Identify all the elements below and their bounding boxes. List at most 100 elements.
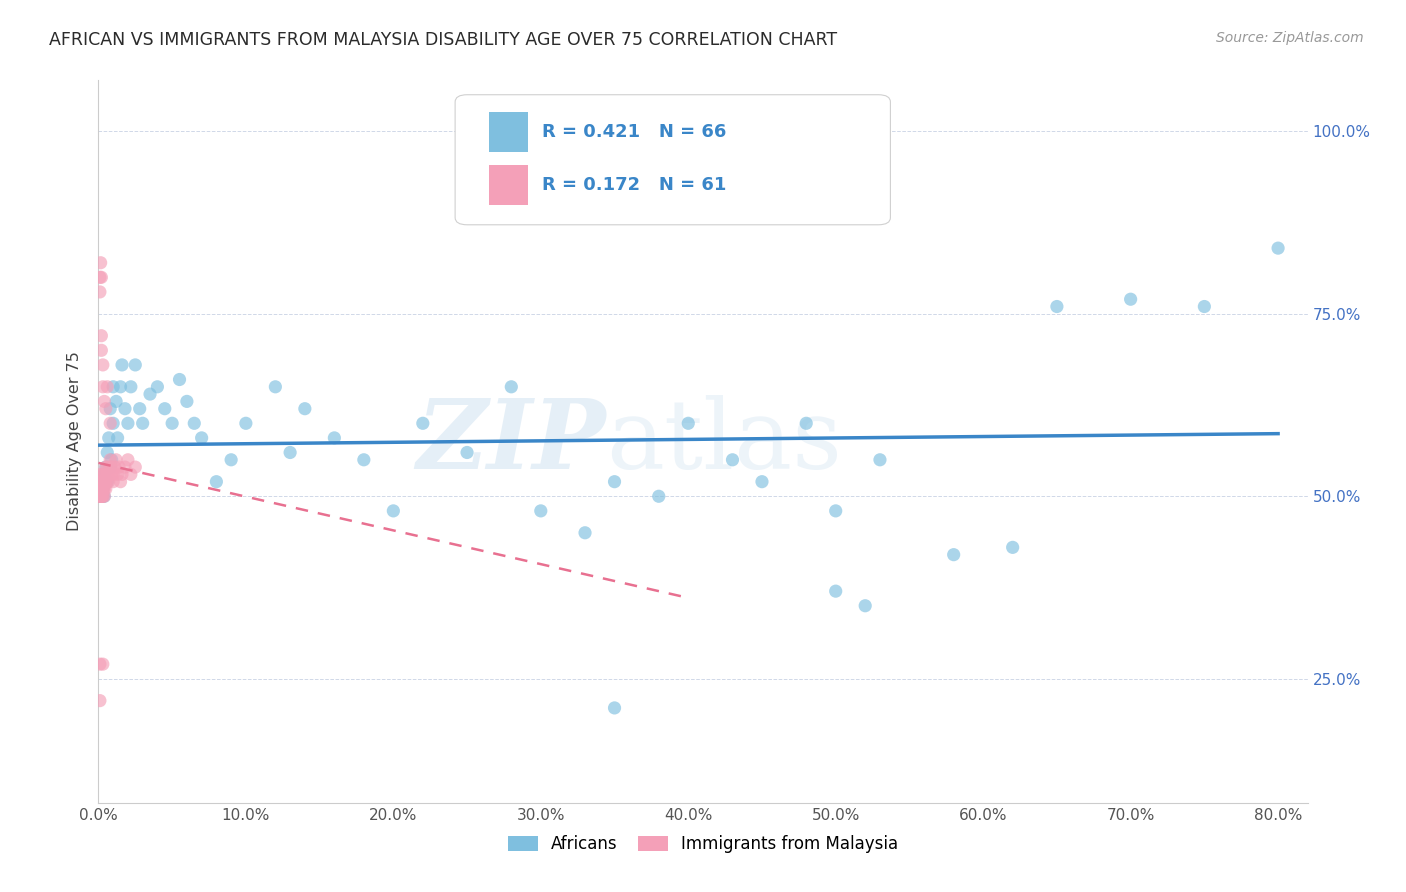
FancyBboxPatch shape <box>456 95 890 225</box>
Point <box>120 467 142 482</box>
Point <box>89 657 111 672</box>
Point <box>1194 300 1216 314</box>
Point <box>94 467 117 482</box>
Point <box>117 417 139 431</box>
Point <box>96 475 118 489</box>
Point <box>124 460 146 475</box>
Point <box>105 452 128 467</box>
Point <box>131 417 153 431</box>
Point <box>96 460 118 475</box>
Point <box>96 445 118 459</box>
Point <box>90 256 112 270</box>
Point <box>93 467 115 482</box>
Point <box>91 482 114 496</box>
Text: AFRICAN VS IMMIGRANTS FROM MALAYSIA DISABILITY AGE OVER 75 CORRELATION CHART: AFRICAN VS IMMIGRANTS FROM MALAYSIA DISA… <box>49 31 838 49</box>
FancyBboxPatch shape <box>489 165 527 205</box>
Point <box>153 401 176 416</box>
Point <box>98 401 121 416</box>
Text: R = 0.172   N = 61: R = 0.172 N = 61 <box>543 176 727 194</box>
Point <box>111 358 134 372</box>
Point <box>90 482 112 496</box>
Point <box>139 387 162 401</box>
Point <box>128 401 150 416</box>
Point <box>90 482 112 496</box>
Point <box>105 394 128 409</box>
Point <box>100 460 122 475</box>
Legend: Africans, Immigrants from Malaysia: Africans, Immigrants from Malaysia <box>501 828 905 860</box>
Point <box>90 489 112 503</box>
Point <box>824 584 846 599</box>
Point <box>89 285 111 299</box>
Point <box>1119 292 1142 306</box>
Point <box>101 467 124 482</box>
Point <box>574 525 596 540</box>
Point <box>530 504 553 518</box>
Point <box>108 460 131 475</box>
Y-axis label: Disability Age Over 75: Disability Age Over 75 <box>67 351 83 532</box>
Point <box>89 467 111 482</box>
Point <box>176 394 198 409</box>
Point <box>91 482 114 496</box>
Point <box>100 452 122 467</box>
Text: Source: ZipAtlas.com: Source: ZipAtlas.com <box>1216 31 1364 45</box>
Point <box>235 417 257 431</box>
Point <box>603 475 626 489</box>
Point <box>91 475 114 489</box>
Point <box>104 460 127 475</box>
Point <box>94 475 117 489</box>
Point <box>101 417 124 431</box>
Point <box>1267 241 1289 255</box>
Point <box>146 380 169 394</box>
Point <box>353 452 375 467</box>
Point <box>111 467 134 482</box>
Point <box>794 417 817 431</box>
Point <box>97 475 120 489</box>
Text: atlas: atlas <box>606 394 842 489</box>
Point <box>91 482 114 496</box>
Point <box>101 380 124 394</box>
Point <box>824 504 846 518</box>
Point <box>91 489 114 503</box>
Point <box>90 475 112 489</box>
Point <box>97 431 120 445</box>
Point <box>98 460 121 475</box>
Point <box>323 431 346 445</box>
Point <box>942 548 965 562</box>
Point <box>530 131 553 145</box>
Point <box>94 475 117 489</box>
Point <box>264 380 287 394</box>
Point <box>90 270 112 285</box>
Point <box>89 489 111 503</box>
Point <box>89 489 111 503</box>
Point <box>501 380 523 394</box>
Point <box>603 701 626 715</box>
Point <box>91 489 114 503</box>
Point <box>96 467 118 482</box>
Point <box>751 475 773 489</box>
Point <box>412 417 434 431</box>
Point <box>94 475 117 489</box>
Point <box>90 482 112 496</box>
Point <box>89 482 111 496</box>
Point <box>98 460 121 475</box>
Point <box>721 452 744 467</box>
Point <box>90 475 112 489</box>
Point <box>1046 300 1069 314</box>
Point <box>278 445 301 459</box>
Point <box>110 380 132 394</box>
Point <box>110 475 132 489</box>
Point <box>94 401 117 416</box>
Point <box>91 657 114 672</box>
Point <box>90 343 112 358</box>
Point <box>456 445 478 459</box>
Point <box>91 467 114 482</box>
Point <box>294 401 316 416</box>
Point <box>100 467 122 482</box>
Point <box>114 460 136 475</box>
Point <box>869 452 891 467</box>
Point <box>107 431 129 445</box>
Point <box>160 417 183 431</box>
Point <box>1001 541 1024 555</box>
Point <box>89 489 111 503</box>
Point <box>219 452 242 467</box>
